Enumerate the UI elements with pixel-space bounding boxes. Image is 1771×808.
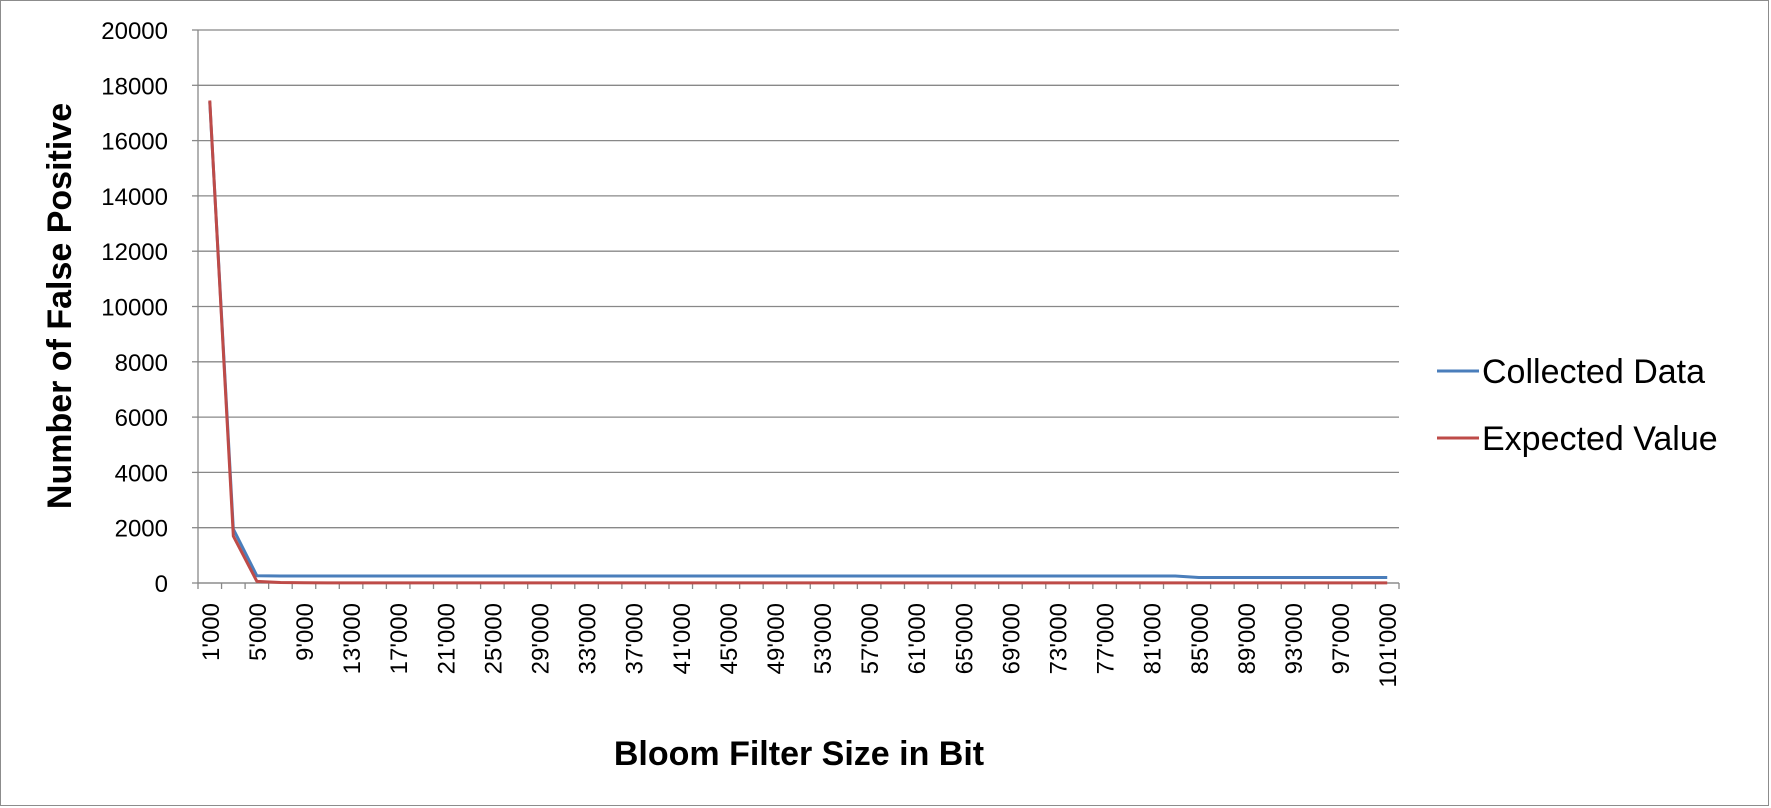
y-tick-label: 20000 [101,18,168,45]
x-tick-label: 93'000 [1281,603,1308,674]
series-line-expected-value [208,100,1388,585]
series-line-collected-data [208,101,1388,579]
y-axis-title: Number of False Positive [41,103,79,509]
x-tick-label: 41'000 [669,603,696,674]
x-tick-label: 5'000 [245,603,272,661]
x-tick-label: 53'000 [810,603,837,674]
y-tick-label: 8000 [115,350,168,377]
x-tick-label: 37'000 [622,603,649,674]
x-tick-label: 73'000 [1046,603,1073,674]
x-tick-label: 81'000 [1140,603,1167,674]
legend-label-expected-value: Expected Value [1482,420,1718,458]
gridlines [192,29,1399,584]
x-tick-label: 77'000 [1093,603,1120,674]
y-tick-label: 0 [155,571,168,598]
x-tick-labels: 1'000 5'000 9'000 13'000 17'000 21'000 25'000 2… [198,603,1402,688]
y-tick-label: 16000 [101,129,168,156]
x-tick-label: 33'000 [575,603,602,674]
y-tick-label: 12000 [101,239,168,266]
x-tick-label: 49'000 [763,603,790,674]
x-tick-label: 97'000 [1328,603,1355,674]
x-tick-label: 21'000 [433,603,460,674]
x-tick-label: 89'000 [1234,603,1261,674]
x-tick-label: 85'000 [1187,603,1214,674]
y-tick-labels: 0 2000 4000 6000 8000 10000 12000 14000 16000 180… [101,18,168,598]
x-tick-label: 1'000 [198,603,225,661]
x-tick-label: 69'000 [998,603,1025,674]
x-tick-label: 57'000 [857,603,884,674]
x-tick-label: 9'000 [292,603,319,661]
y-tick-label: 6000 [115,405,168,432]
x-axis-title: Bloom Filter Size in Bit [614,735,984,773]
legend-label-collected-data: Collected Data [1482,353,1705,391]
x-tick-label: 13'000 [339,603,366,674]
x-tick-label: 61'000 [904,603,931,674]
y-tick-label: 4000 [115,460,168,487]
x-tick-label: 101'000 [1375,603,1402,688]
x-tick-label: 45'000 [716,603,743,674]
y-tick-label: 18000 [101,73,168,100]
legend: Collected Data Expected Value [1437,353,1718,458]
series-lines [208,100,1388,585]
x-tick-label: 17'000 [386,603,413,674]
y-tick-label: 2000 [115,516,168,543]
x-tick-label: 25'000 [480,603,507,674]
x-tick-label: 29'000 [527,603,554,674]
x-tick-label: 65'000 [951,603,978,674]
y-tick-label: 14000 [101,184,168,211]
axes [197,30,1400,589]
y-tick-label: 10000 [101,295,168,322]
